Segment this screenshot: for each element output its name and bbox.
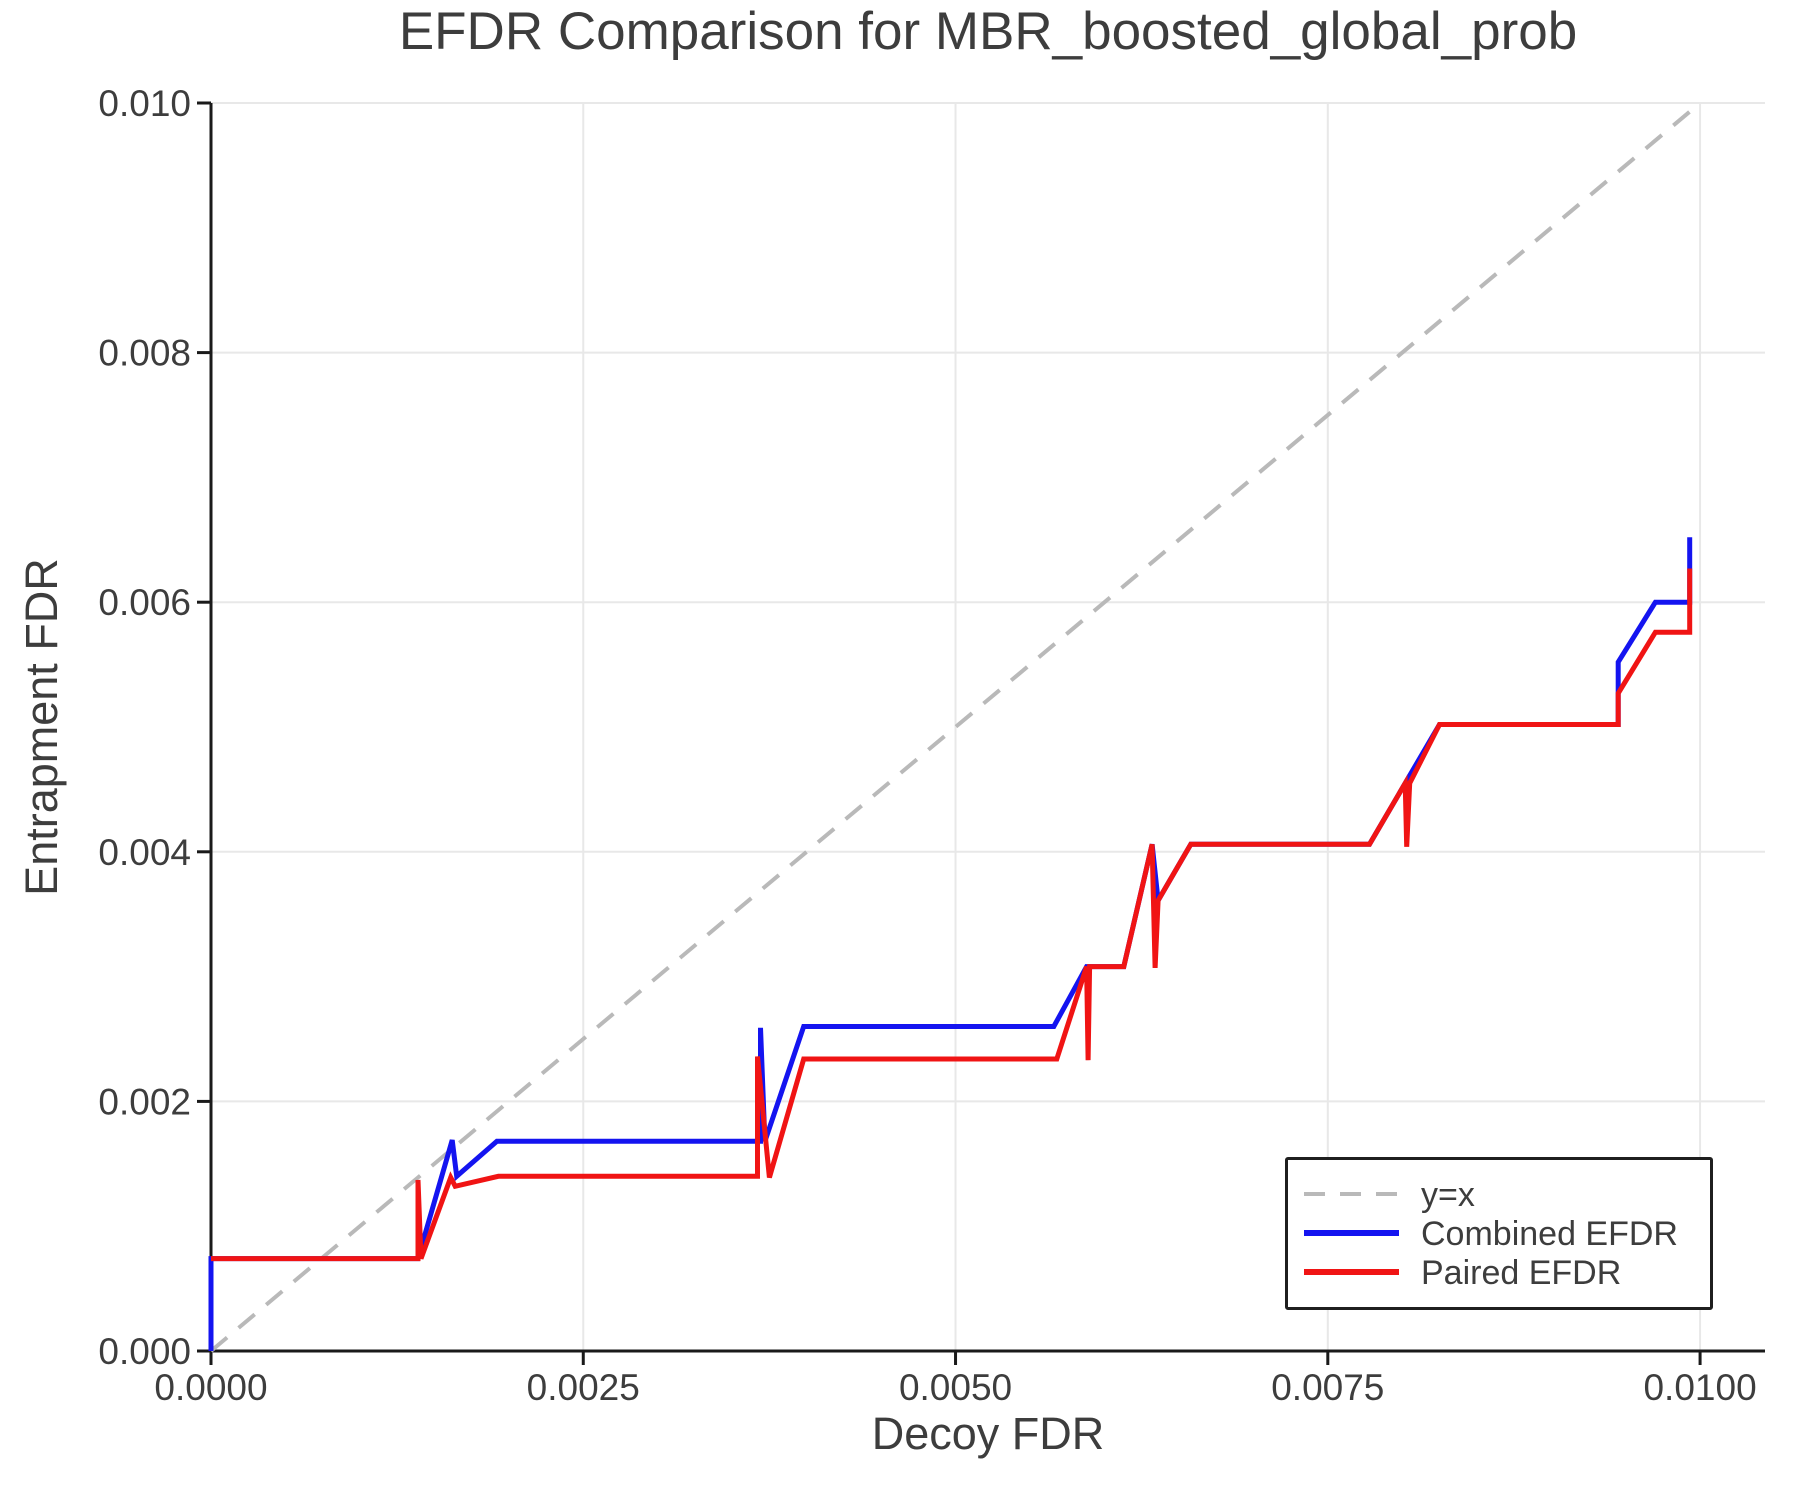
y-tick-label: 0.008: [98, 333, 191, 374]
x-tick-label: 0.0050: [899, 1367, 1012, 1408]
x-tick-label: 0.0100: [1643, 1367, 1756, 1408]
legend-item-combined-efdr: Combined EFDR: [1304, 1214, 1710, 1253]
y-tick-label: 0.004: [98, 832, 191, 873]
x-tick-label: 0.0000: [154, 1367, 267, 1408]
legend-line-swatch: [1304, 1225, 1399, 1243]
legend: y=x Combined EFDR Paired EFDR: [1285, 1157, 1713, 1310]
x-axis-label: Decoy FDR: [871, 1408, 1105, 1459]
y-tick-label: 0.000: [98, 1331, 191, 1372]
legend-item-y-x: y=x: [1304, 1175, 1710, 1214]
legend-label: Combined EFDR: [1421, 1214, 1678, 1253]
legend-line-swatch: [1304, 1264, 1399, 1282]
legend-line-swatch: [1304, 1186, 1399, 1204]
y-tick-label: 0.002: [98, 1081, 191, 1122]
x-tick-label: 0.0075: [1271, 1367, 1384, 1408]
legend-item-paired-efdr: Paired EFDR: [1304, 1253, 1710, 1292]
y-tick-label: 0.010: [98, 83, 191, 124]
legend-label: y=x: [1421, 1175, 1475, 1214]
y-axis-label: Entrapment FDR: [16, 558, 67, 896]
series-line-paired-efdr: [211, 568, 1693, 1262]
chart-title: EFDR Comparison for MBR_boosted_global_p…: [398, 2, 1578, 61]
legend-label: Paired EFDR: [1421, 1253, 1622, 1292]
x-tick-label: 0.0025: [527, 1367, 640, 1408]
y-tick-label: 0.006: [98, 582, 191, 623]
